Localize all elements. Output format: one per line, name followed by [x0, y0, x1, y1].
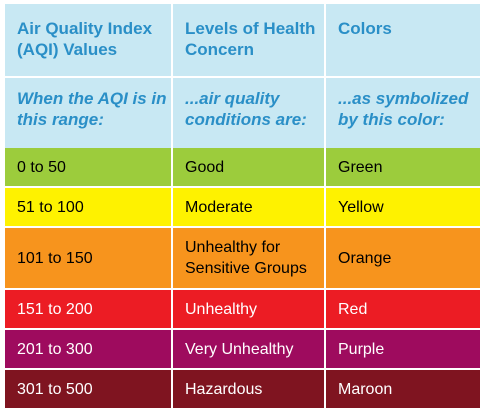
table-row: 151 to 200 Unhealthy Red: [5, 290, 480, 328]
header-colors: Colors: [338, 19, 392, 38]
table-subheader-row: When the AQI is in this range: ...air qu…: [5, 76, 480, 148]
aqi-range: 201 to 300: [5, 330, 173, 368]
health-level: Good: [173, 148, 326, 186]
health-level: Moderate: [173, 188, 326, 226]
table-row: 301 to 500 Hazardous Maroon: [5, 370, 480, 408]
table-row: 0 to 50 Good Green: [5, 148, 480, 186]
table-header-row: Air Quality Index (AQI) Values Levels of…: [5, 4, 480, 76]
header-health-concern: Levels of Health Concern: [173, 4, 326, 76]
aqi-range: 0 to 50: [5, 148, 173, 186]
aqi-range: 151 to 200: [5, 290, 173, 328]
color-name: Red: [338, 300, 368, 318]
color-name: Maroon: [338, 380, 393, 398]
color-name: Purple: [338, 340, 385, 358]
header-aqi-values: Air Quality Index (AQI) Values: [5, 4, 173, 76]
health-level: Unhealthy: [173, 290, 326, 328]
subheader-conditions: ...air quality conditions are:: [173, 78, 326, 148]
subheader-color: ...as symbolized by this color:: [338, 89, 469, 129]
table-row: 51 to 100 Moderate Yellow: [5, 188, 480, 226]
table-row: 201 to 300 Very Unhealthy Purple: [5, 330, 480, 368]
aqi-range: 301 to 500: [5, 370, 173, 408]
aqi-range: 51 to 100: [5, 188, 173, 226]
color-name: Yellow: [338, 198, 384, 216]
health-level: Hazardous: [173, 370, 326, 408]
subheader-aqi-range: When the AQI is in this range:: [5, 78, 173, 148]
table-row: 101 to 150 Unhealthy for Sensitive Group…: [5, 228, 480, 288]
color-name: Orange: [338, 249, 392, 267]
aqi-range: 101 to 150: [5, 228, 173, 288]
aqi-table: Air Quality Index (AQI) Values Levels of…: [5, 4, 480, 409]
health-level: Unhealthy for Sensitive Groups: [173, 228, 326, 288]
health-level: Very Unhealthy: [173, 330, 326, 368]
color-name: Green: [338, 158, 383, 176]
